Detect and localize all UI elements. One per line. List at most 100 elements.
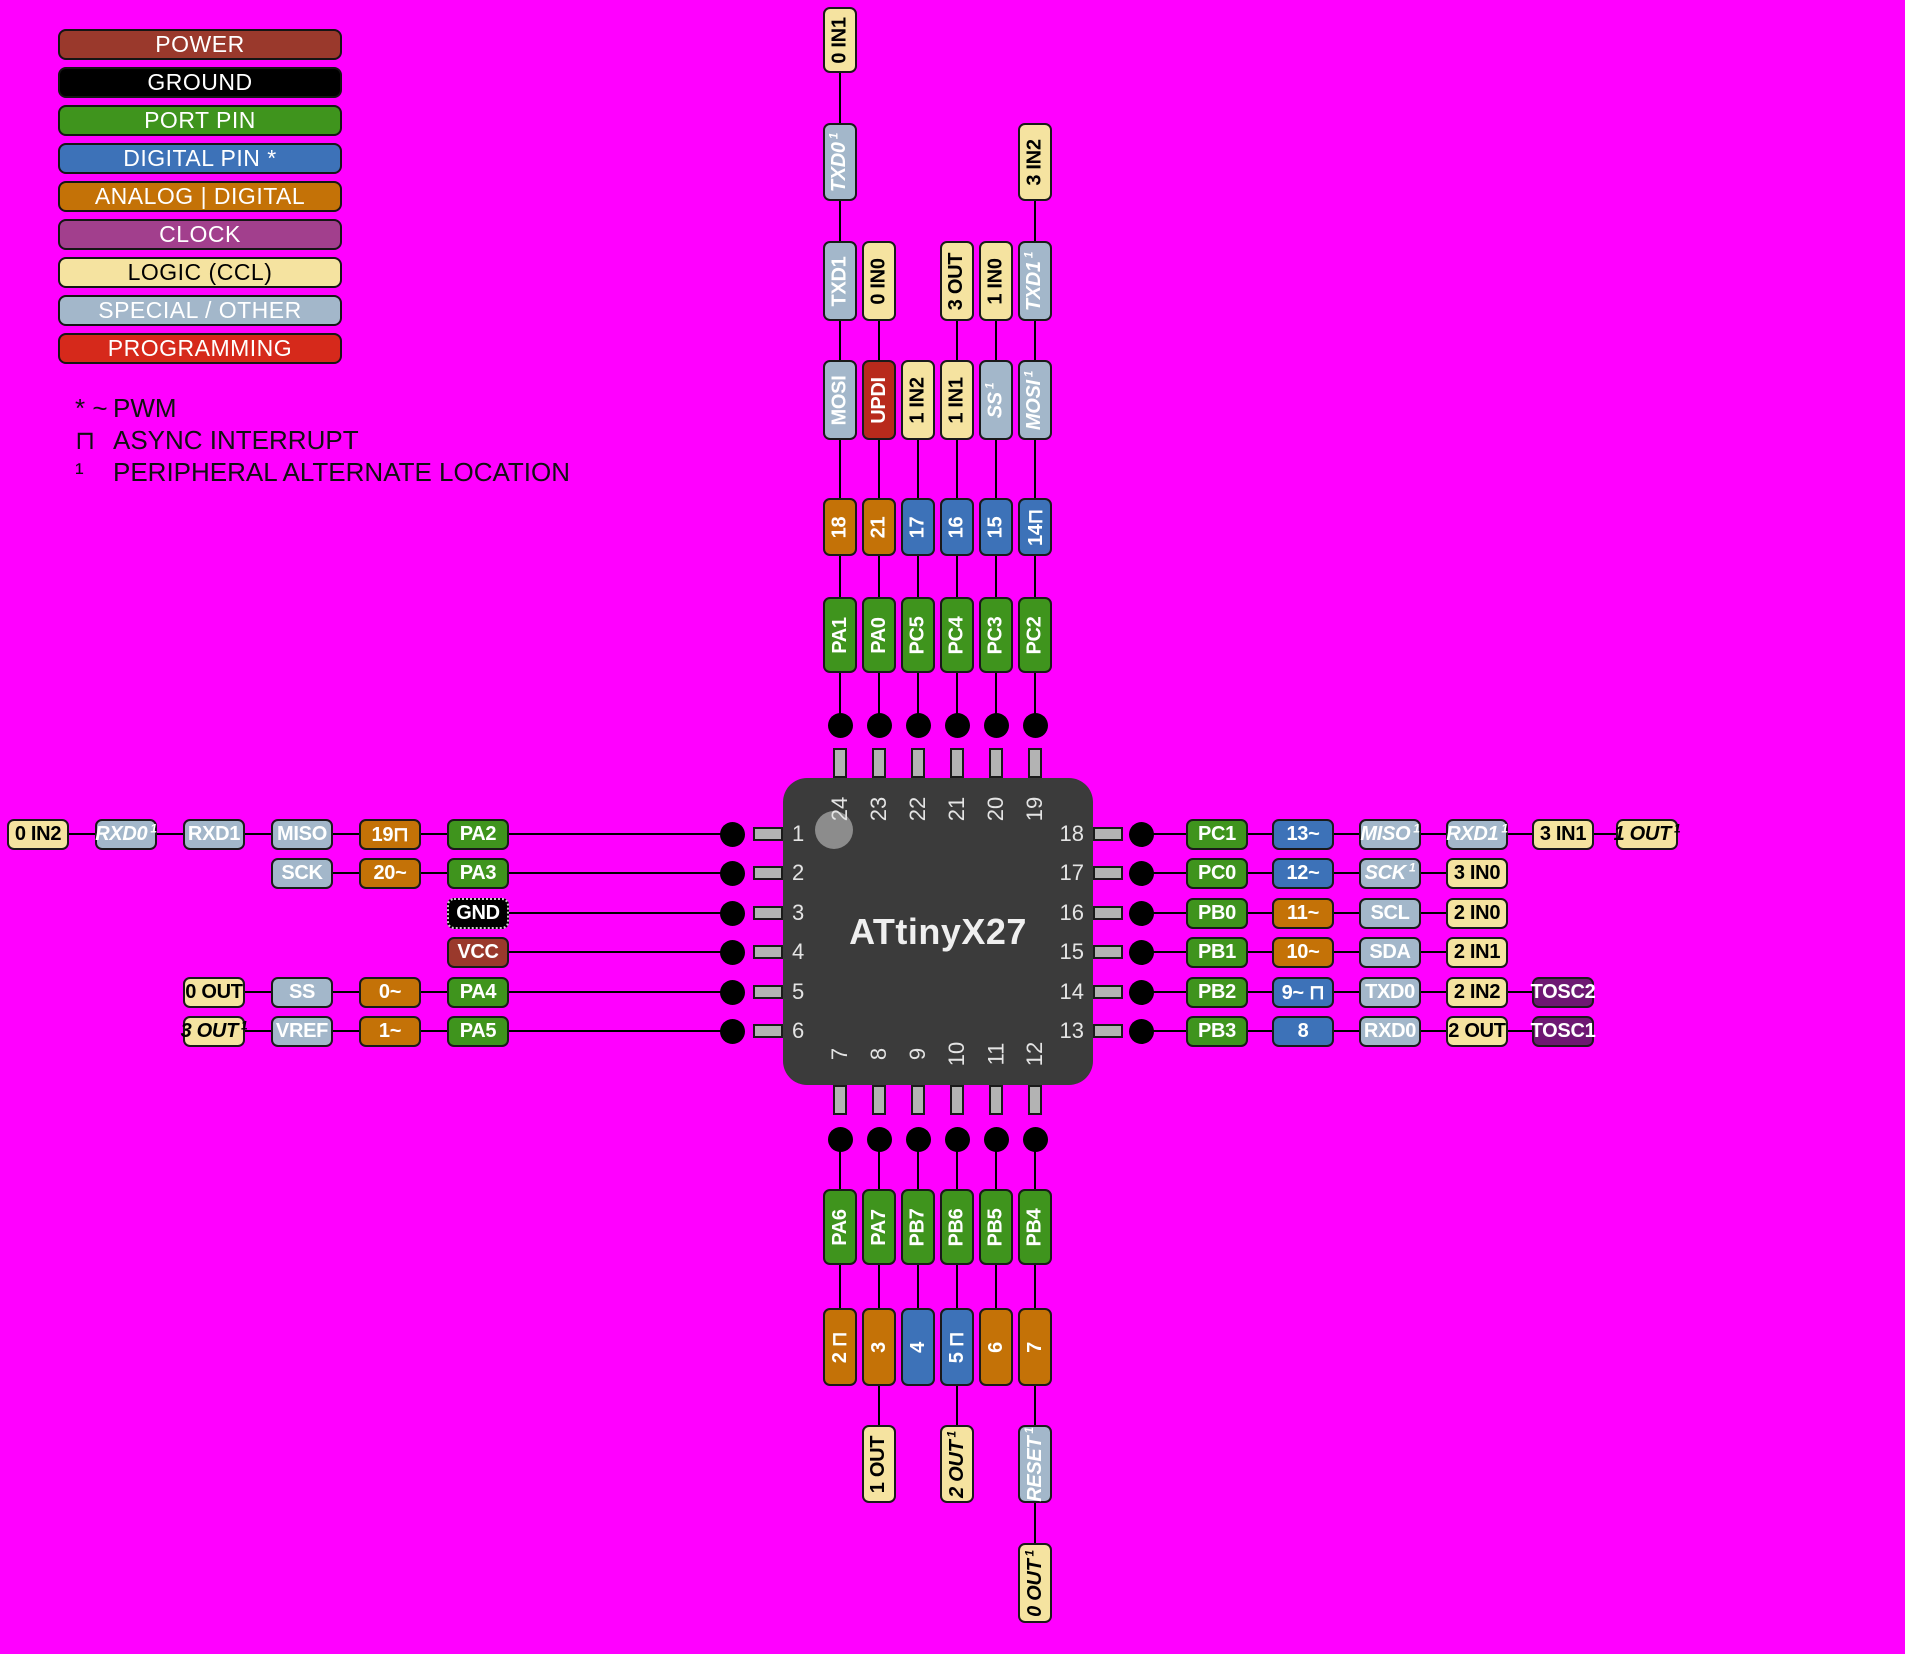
chip-pin-number: 12 [1021, 1041, 1047, 1067]
chip-pin-number: 18 [1059, 821, 1084, 846]
pin-stub [753, 945, 783, 959]
async-interrupt-symbol: ⊓ [75, 425, 96, 455]
alt-location-superscript: 1 [982, 382, 997, 392]
connector-line [1141, 1030, 1563, 1032]
chip-pin-number: 4 [792, 939, 805, 964]
alt-location-superscript: 1 [1671, 820, 1681, 835]
solder-dot [827, 712, 853, 738]
pin-label-text: 3 OUT 1 [180, 1017, 248, 1042]
pin-label-pc5: PC5 [901, 597, 935, 673]
pin-label-txd0: TXD0 [1359, 976, 1421, 1008]
pin-label-scl: SCL [1359, 897, 1421, 929]
pin-label-tosc1: TOSC1 [1531, 1015, 1596, 1047]
pin-label-text: 0 IN1 [828, 16, 851, 64]
pin-label-text: UPDI [867, 376, 890, 424]
pin-stub [911, 1085, 925, 1115]
pin-label-text: TXD0 1 [826, 132, 851, 192]
pin-stub [1093, 866, 1123, 880]
pin-label-12: 12~ [1272, 857, 1334, 889]
pin-label-text: 0 IN0 [867, 257, 890, 305]
pin-label-1-in0: 1 IN0 [979, 241, 1013, 321]
note-async-interrupt: ⊓ ASYNC INTERRUPT [75, 425, 359, 456]
pin-label-0-out: 0 OUT [183, 976, 245, 1008]
pin-label-text: PC4 [945, 615, 968, 655]
pin-label-pb1: PB1 [1186, 936, 1248, 968]
pin-label-8: 8 [1272, 1015, 1334, 1047]
pin-label-text: PB2 [1197, 980, 1236, 1003]
pin-label-tosc2: TOSC2 [1531, 976, 1596, 1008]
pin-label-0: 0~ [359, 976, 421, 1008]
pin-label-text: 20~ [373, 861, 407, 884]
pin-label-rxd0: RXD0 [1359, 1015, 1421, 1047]
pin-label-17: 17 [901, 498, 935, 556]
connector-line [878, 1139, 880, 1464]
pin-stub [753, 906, 783, 920]
alt-location-superscript: 1 [1405, 859, 1416, 874]
chip-pin-number: 8 [866, 1047, 891, 1061]
pin-label-text: RXD0 [1363, 1019, 1417, 1042]
solder-dot [719, 821, 745, 847]
pin-label-text: SDA [1369, 940, 1411, 963]
pin-label-text: 2 OUT 1 [943, 1430, 968, 1498]
pin-label-text: 7 [1023, 1341, 1046, 1353]
pin-label-text: 2 IN1 [1453, 940, 1501, 963]
pin-label-18: 18 [823, 498, 857, 556]
pin-label-6: 6 [979, 1308, 1013, 1386]
pin-label-text: 2 IN0 [1453, 901, 1501, 924]
alt-location-superscript: 1 [943, 1430, 958, 1441]
pin-label-pb3: PB3 [1186, 1015, 1248, 1047]
note-pwm: * ~ PWM [75, 393, 177, 424]
pin-label-pb0: PB0 [1186, 897, 1248, 929]
chip-pin-number: 14 [1059, 979, 1084, 1004]
pin-label-0-in2: 0 IN2 [7, 818, 69, 850]
pin-label-3: 3 [862, 1308, 896, 1386]
pin-label-text: PB5 [984, 1207, 1007, 1247]
pin-stub [753, 827, 783, 841]
chip-pin-number: 7 [827, 1047, 852, 1061]
pin-label-pa4: PA4 [447, 976, 509, 1008]
connector-line [1141, 991, 1563, 993]
pin-label-2-out: 2 OUT [1446, 1015, 1508, 1047]
pin-label-text: 18 [828, 516, 851, 538]
legend-item-power: POWER [58, 29, 342, 60]
legend-item-special-other: SPECIAL / OTHER [58, 295, 342, 326]
pin-label-3-in1: 3 IN1 [1532, 818, 1594, 850]
pin-label-updi: UPDI [862, 360, 896, 440]
pin-label-text: PA7 [867, 1208, 890, 1246]
pin-label-txd1: TXD1 1 [1018, 241, 1052, 321]
chip-pin-number: 24 [826, 796, 852, 822]
pin-label-text: 3 IN1 [1539, 822, 1587, 845]
alt-location-superscript: 1 [238, 1017, 248, 1032]
pin-label-text: MOSI 1 [1021, 370, 1046, 430]
solder-dot [719, 939, 745, 965]
pin-label-pb6: PB6 [940, 1189, 974, 1265]
pin-label-text: PA3 [459, 861, 497, 884]
pin-label-pa0: PA0 [862, 597, 896, 673]
pin-label-3-out: 3 OUT [940, 241, 974, 321]
pin-label-text: 8 [1297, 1019, 1309, 1042]
note-peripheral-alternate: ¹ PERIPHERAL ALTERNATE LOCATION [75, 457, 570, 488]
pin-label-text: 0~ [378, 980, 402, 1003]
pin-label-text: 3 [867, 1341, 890, 1353]
pin-label-vcc: VCC [447, 936, 509, 968]
pin-label-3-in0: 3 IN0 [1446, 857, 1508, 889]
pin-label-text: 5 ⊓ [946, 1331, 969, 1363]
note-peripheral-alternate-text: PERIPHERAL ALTERNATE LOCATION [113, 457, 571, 487]
pin-stub [753, 866, 783, 880]
chip-pin-number: 15 [1059, 939, 1084, 964]
solder-dot [719, 979, 745, 1005]
pin-label-text: RXD1 1 [1446, 820, 1508, 845]
pin-label-pa5: PA5 [447, 1015, 509, 1047]
pin-label-pc1: PC1 [1186, 818, 1248, 850]
pin-label-text: 16 [945, 516, 968, 538]
solder-dot [944, 712, 970, 738]
legend-item-digital-pin: DIGITAL PIN * [58, 143, 342, 174]
superscript-one-symbol: ¹ [75, 457, 84, 487]
connector-line [917, 400, 919, 725]
pin-label-1-in1: 1 IN1 [940, 360, 974, 440]
alt-location-superscript: 1 [147, 820, 157, 835]
solder-dot [1128, 939, 1154, 965]
pin-label-11: 11~ [1272, 897, 1334, 929]
pin-label-pc0: PC0 [1186, 857, 1248, 889]
pin-label-1-out: 1 OUT [862, 1425, 896, 1503]
